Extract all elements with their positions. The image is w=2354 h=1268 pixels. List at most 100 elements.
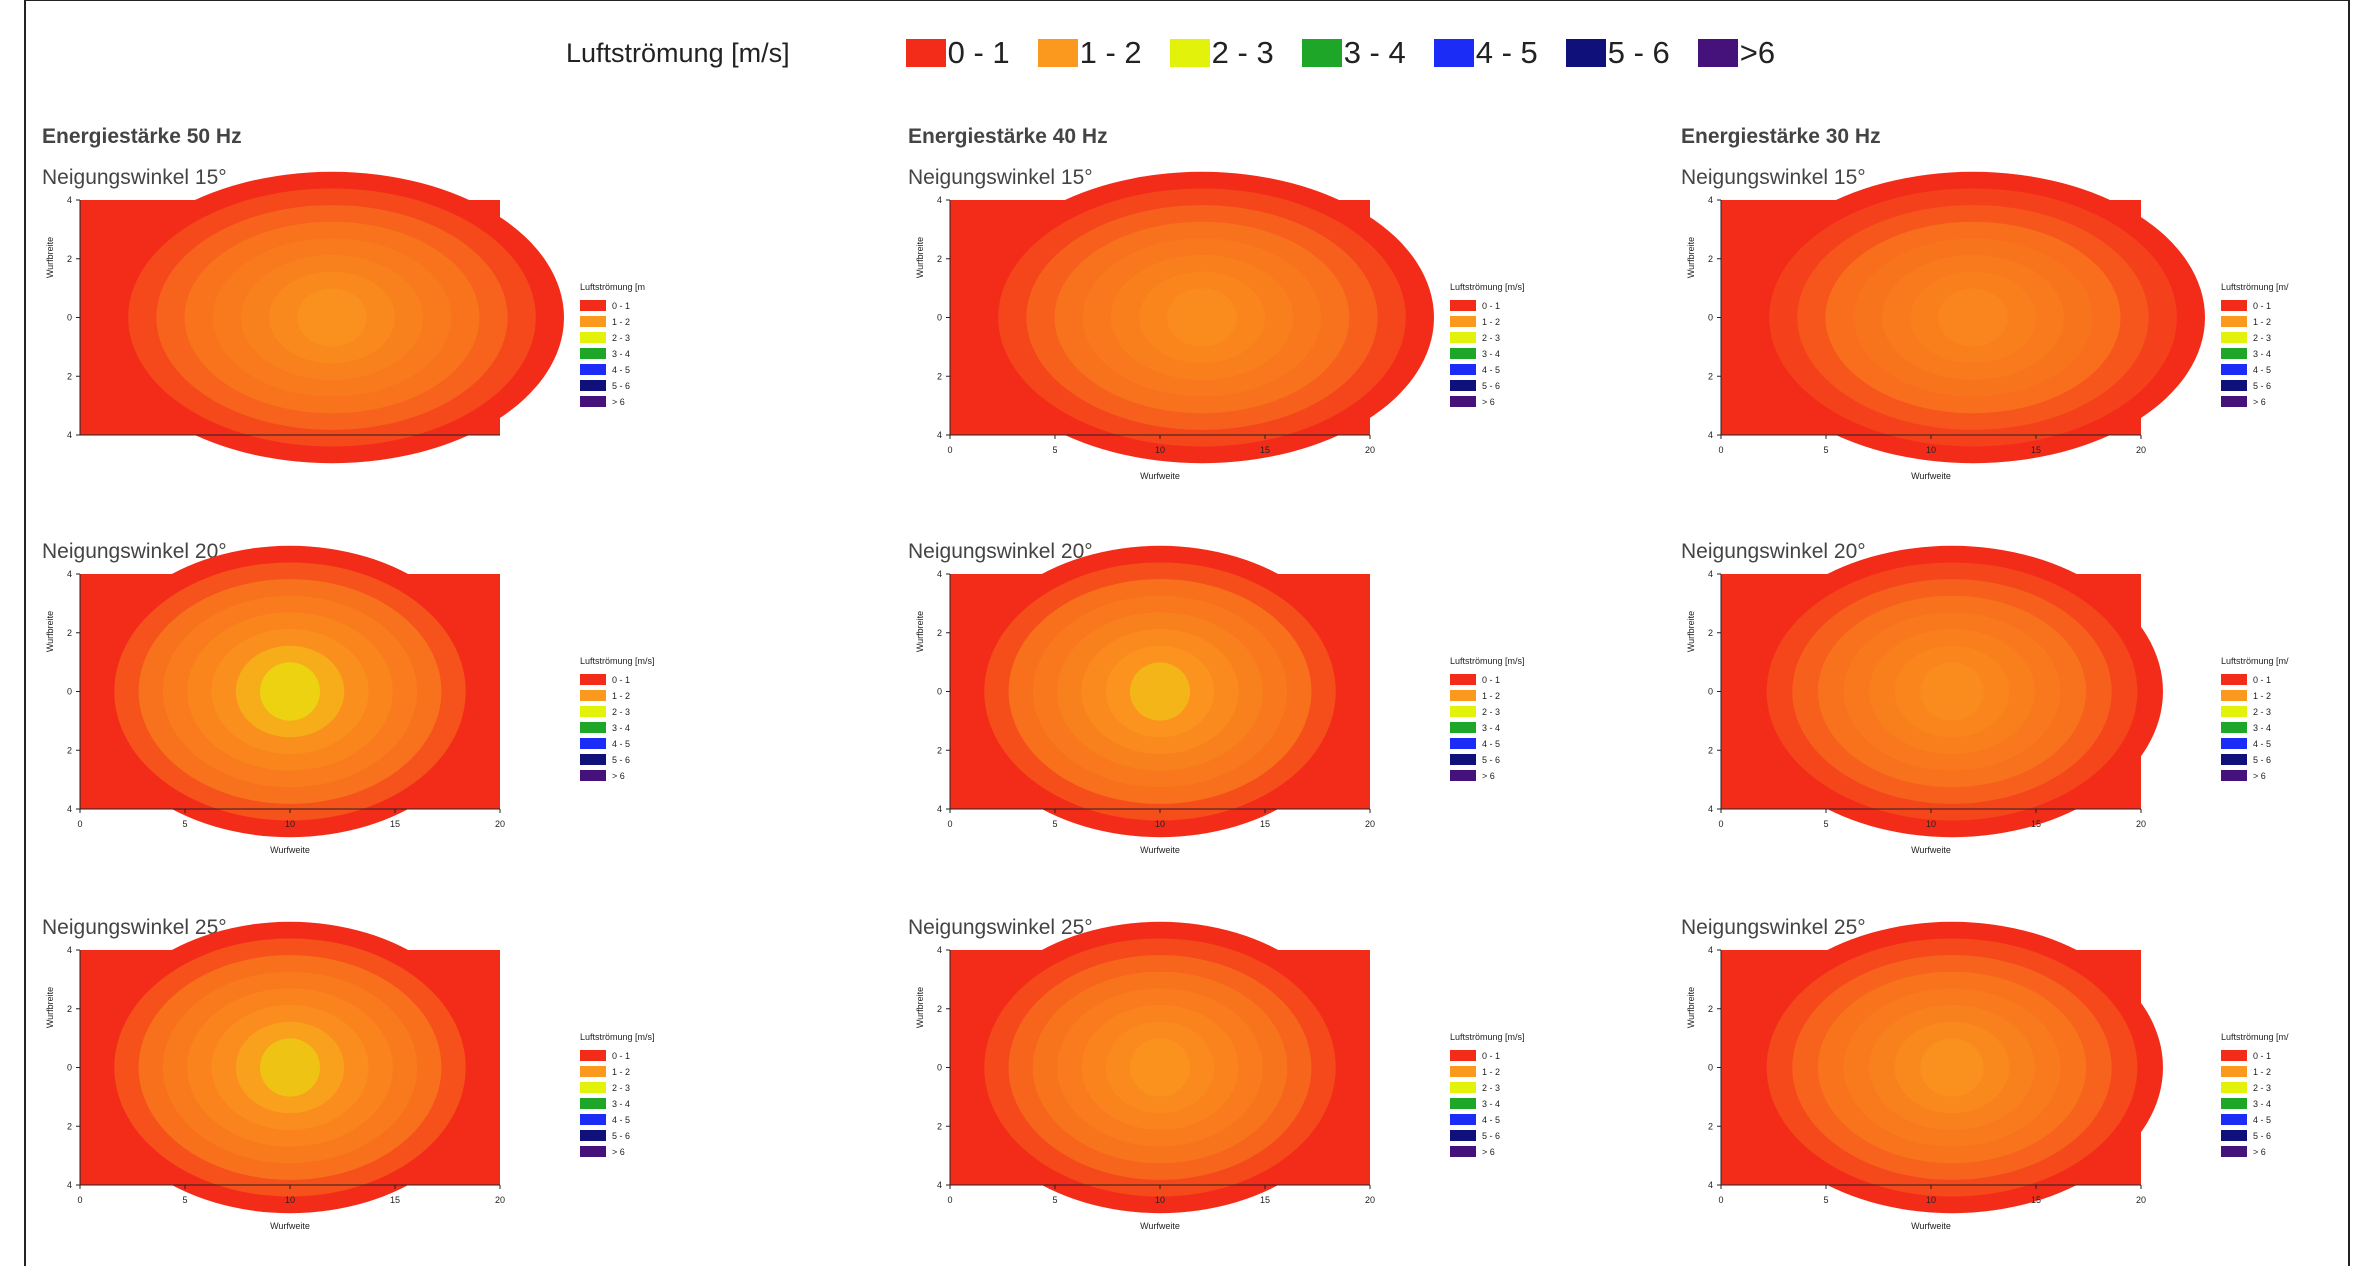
chart-legend-label: 0 - 1 — [1482, 1051, 1500, 1061]
chart-legend-swatch — [1450, 1114, 1476, 1125]
chart-legend-label: > 6 — [1482, 771, 1495, 781]
x-axis-label: Wurfweite — [270, 845, 310, 855]
chart-legend-label: 1 - 2 — [1482, 1067, 1500, 1077]
chart-legend-swatch — [580, 396, 606, 407]
main-legend: Luftströmung [m/s] 0 - 1 1 - 2 2 - 3 3 -… — [566, 33, 1803, 73]
x-axis-label: Wurfweite — [1911, 845, 1951, 855]
chart-legend-swatch — [580, 332, 606, 343]
x-tick-label: 5 — [1052, 445, 1057, 455]
chart-legend-label: 4 - 5 — [612, 1115, 630, 1125]
y-axis-label: Wurfbreite — [915, 611, 925, 652]
chart-legend-label: 2 - 3 — [1482, 707, 1500, 717]
chart-legend-swatch — [1450, 1050, 1476, 1061]
legend-swatch — [1697, 39, 1738, 67]
legend-swatch — [1169, 39, 1210, 67]
legend-label: 5 - 6 — [1607, 35, 1670, 70]
chart-legend-swatch — [580, 1066, 606, 1077]
chart-legend-title: Luftströmung [m/ — [2221, 656, 2289, 666]
chart-legend-swatch — [1450, 1130, 1476, 1141]
x-axis-label: Wurfweite — [1140, 471, 1180, 481]
chart-legend-label: 4 - 5 — [1482, 739, 1500, 749]
y-tick-label: 2 — [1708, 745, 1713, 755]
y-tick-label: 2 — [1708, 1121, 1713, 1131]
y-tick-label: 2 — [1708, 1004, 1713, 1014]
chart-legend-swatch — [2221, 1098, 2247, 1109]
x-tick-label: 20 — [2136, 819, 2146, 829]
chart-legend-label: 3 - 4 — [612, 723, 630, 733]
chart-legend-swatch — [2221, 706, 2247, 717]
chart-legend-label: 5 - 6 — [1482, 381, 1500, 391]
panel-title: Neigungswinkel 15° — [908, 166, 1093, 189]
chart-legend-title: Luftströmung [m/s] — [1450, 1032, 1525, 1042]
y-tick-label: 4 — [937, 945, 942, 955]
chart-legend-swatch — [1450, 706, 1476, 717]
x-tick-label: 20 — [495, 1195, 505, 1205]
chart-legend-swatch — [1450, 674, 1476, 685]
main-legend-item: 0 - 1 — [905, 35, 1010, 71]
chart-legend-swatch — [2221, 1130, 2247, 1141]
y-tick-label: 4 — [67, 804, 72, 814]
y-tick-label: 2 — [67, 371, 72, 381]
chart-legend-swatch — [1450, 332, 1476, 343]
chart-legend-label: 3 - 4 — [1482, 723, 1500, 733]
chart-legend-swatch — [580, 1114, 606, 1125]
y-tick-label: 2 — [1708, 254, 1713, 264]
chart-legend-label: 2 - 3 — [2253, 333, 2271, 343]
chart-legend-title: Luftströmung [m — [580, 282, 645, 292]
y-tick-label: 2 — [937, 628, 942, 638]
chart-legend-label: 5 - 6 — [1482, 755, 1500, 765]
chart-legend-label: > 6 — [1482, 397, 1495, 407]
chart-legend-swatch — [2221, 674, 2247, 685]
chart-legend-label: 4 - 5 — [2253, 1115, 2271, 1125]
chart-legend-swatch — [580, 1098, 606, 1109]
y-tick-label: 0 — [67, 313, 72, 323]
x-tick-label: 15 — [390, 1195, 400, 1205]
y-tick-label: 4 — [1708, 1180, 1713, 1190]
chart-legend-label: 5 - 6 — [2253, 381, 2271, 391]
chart-legend-label: 2 - 3 — [2253, 1083, 2271, 1093]
y-tick-label: 2 — [67, 254, 72, 264]
chart-legend-label: > 6 — [1482, 1147, 1495, 1157]
legend-label: 1 - 2 — [1079, 35, 1142, 70]
x-tick-label: 0 — [1718, 1195, 1723, 1205]
chart-legend-swatch — [1450, 364, 1476, 375]
chart-legend-swatch — [2221, 1050, 2247, 1061]
y-tick-label: 4 — [67, 1180, 72, 1190]
y-tick-label: 4 — [937, 1180, 942, 1190]
y-tick-label: 4 — [1708, 945, 1713, 955]
legend-label: 4 - 5 — [1475, 35, 1538, 70]
panel-title: Neigungswinkel 15° — [1681, 166, 1866, 189]
x-tick-label: 5 — [182, 819, 187, 829]
x-tick-label: 5 — [1823, 445, 1828, 455]
chart-legend-title: Luftströmung [m/s] — [1450, 656, 1525, 666]
x-tick-label: 20 — [495, 819, 505, 829]
chart-legend-label: > 6 — [2253, 771, 2266, 781]
y-tick-label: 2 — [937, 1121, 942, 1131]
chart-legend-label: 1 - 2 — [1482, 317, 1500, 327]
chart-legend-swatch — [2221, 770, 2247, 781]
main-legend-item: 5 - 6 — [1565, 35, 1670, 71]
chart-legend-swatch — [580, 1146, 606, 1157]
x-axis-label: Wurfweite — [270, 1221, 310, 1231]
chart-legend-swatch — [1450, 1066, 1476, 1077]
y-tick-label: 2 — [1708, 371, 1713, 381]
y-tick-label: 4 — [937, 804, 942, 814]
chart-legend-swatch — [580, 300, 606, 311]
y-tick-label: 2 — [937, 745, 942, 755]
main-legend-item: 4 - 5 — [1433, 35, 1538, 71]
chart-legend-label: 3 - 4 — [612, 1099, 630, 1109]
y-tick-label: 2 — [937, 371, 942, 381]
chart-legend-swatch — [2221, 690, 2247, 701]
x-tick-label: 20 — [1365, 1195, 1375, 1205]
chart-legend-label: 3 - 4 — [1482, 349, 1500, 359]
chart-legend-swatch — [580, 674, 606, 685]
x-axis-label: Wurfweite — [1140, 845, 1180, 855]
x-tick-label: 0 — [947, 819, 952, 829]
panel-title: Neigungswinkel 15° — [42, 166, 227, 189]
chart-legend-swatch — [2221, 1114, 2247, 1125]
chart-legend-swatch — [1450, 690, 1476, 701]
chart-legend-swatch — [2221, 396, 2247, 407]
